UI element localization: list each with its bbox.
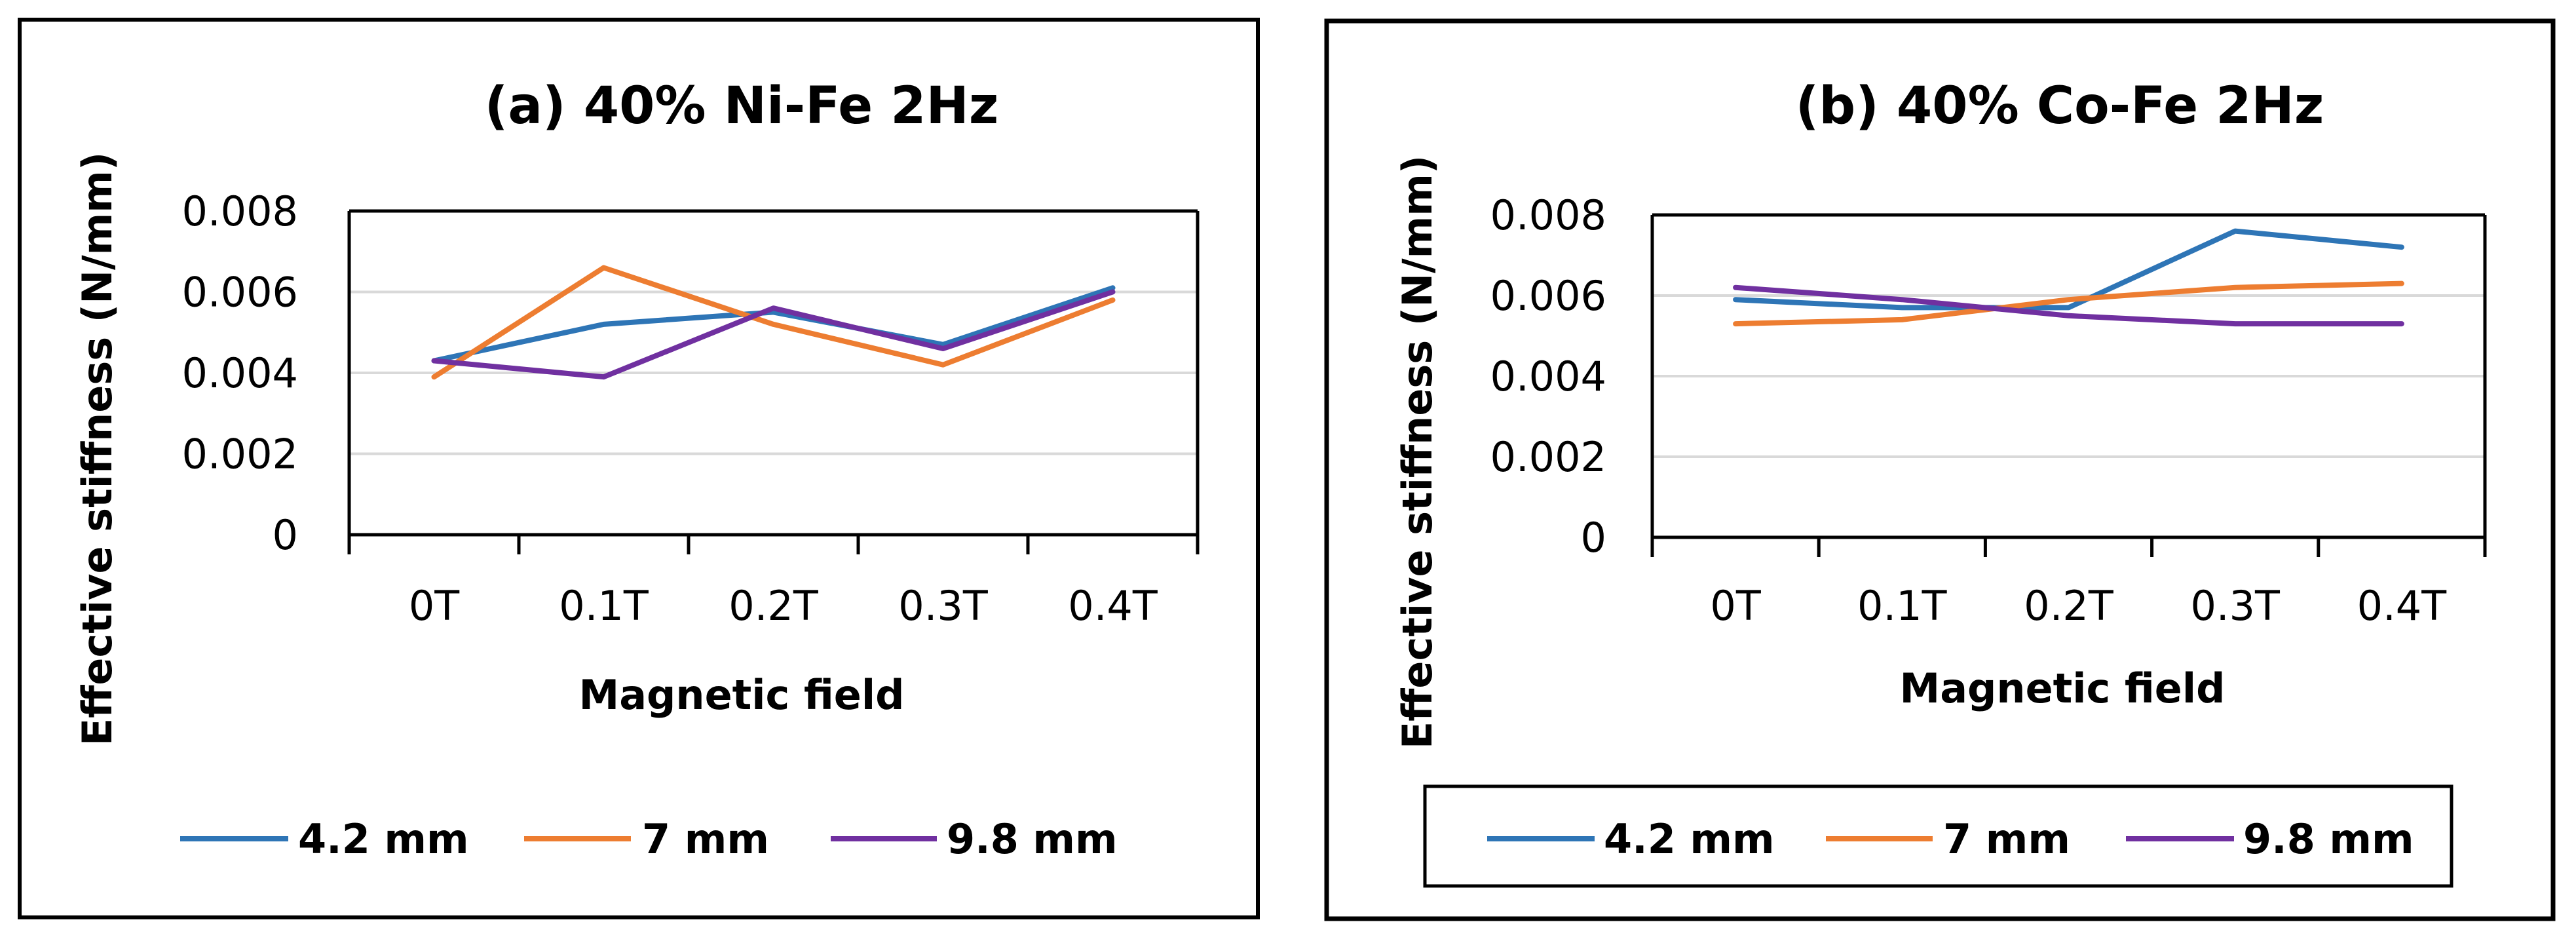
chart-b-xtick-label: 0.2T (2024, 582, 2114, 630)
chart-a-ytick-label: 0 (273, 511, 298, 559)
chart-a-xlabel: Magnetic field (579, 671, 905, 719)
chart-b-xtick-label: 0.1T (1857, 582, 1948, 630)
panel-b: (b) 40% Co-Fe 2Hz Effective stiffness (N… (1324, 18, 2556, 921)
chart-b-legend-box (1423, 784, 2453, 888)
chart-b-legend: 4.2 mm 7 mm 9.8 mm (1487, 815, 2414, 863)
chart-a-axes (347, 209, 1200, 554)
chart-b-ytick-label: 0.008 (1490, 191, 1607, 239)
chart-a-xtick-label: 0.2T (729, 582, 819, 630)
panel-a: (a) 40% Ni-Fe 2Hz Effective stiffness (N… (18, 18, 1260, 919)
chart-a-xtick-label: 0T (409, 582, 460, 630)
chart-b-xtick-label: 0.4T (2357, 582, 2448, 630)
chart-a-xtick-label: 0.3T (898, 582, 989, 630)
chart-b-ylabel: Effective stiffness (N/mm) (1393, 155, 1441, 749)
chart-b-series-line-1 (1733, 228, 2404, 311)
chart-b-series-line-2 (1733, 280, 2404, 327)
chart-b-axes (1650, 213, 2487, 557)
chart-a-legend-label-3: 9.8 mm (947, 815, 1118, 863)
chart-b-ytick-label: 0.002 (1490, 433, 1607, 481)
chart-a-xtick-label: 0.1T (559, 582, 649, 630)
chart-b-ytick-label: 0 (1581, 514, 1606, 562)
chart-a-series (431, 265, 1116, 380)
chart-a-title: (a) 40% Ni-Fe 2Hz (485, 77, 998, 136)
chart-b-xlabel: Magnetic field (1900, 664, 2226, 712)
chart-b-ytick-label: 0.006 (1490, 272, 1607, 320)
chart-b-title: (b) 40% Co-Fe 2Hz (1796, 77, 2324, 136)
chart-a-series-line-2 (431, 265, 1116, 380)
chart-b-series (1733, 228, 2404, 327)
panel-a-border (18, 18, 1260, 919)
chart-a-xtick-label: 0.4T (1068, 582, 1158, 630)
chart-b-xtick-label: 0.3T (2190, 582, 2281, 630)
chart-a-series-line-1 (431, 285, 1116, 364)
chart-b-tick-labels: 0 0.002 0.004 0.006 0.008 0T 0.1T 0.2T 0.3T 0.4T (1490, 191, 2448, 630)
chart-b-xtick-label: 0T (1710, 582, 1761, 630)
chart-a-series-line-3 (431, 289, 1116, 380)
chart-a-ytick-label: 0.006 (182, 269, 299, 317)
chart-a-ylabel: Effective stiffness (N/mm) (73, 152, 121, 746)
chart-b-legend-label-2: 7 mm (1943, 815, 2070, 863)
chart-a-legend-label-2: 7 mm (642, 815, 769, 863)
chart-b-series-line-3 (1733, 284, 2404, 327)
chart-a-ytick-label: 0.008 (182, 187, 299, 235)
chart-a-legend: 4.2 mm 7 mm 9.8 mm (180, 815, 1118, 863)
panel-b-border (1324, 18, 2556, 921)
chart-b-legend-label-1: 4.2 mm (1604, 815, 1775, 863)
chart-a-tick-labels: 0 0.002 0.004 0.006 0.008 0T 0.1T 0.2T 0.3T 0.4T (182, 187, 1158, 630)
chart-b-ytick-label: 0.004 (1490, 353, 1607, 400)
chart-b-legend-label-3: 9.8 mm (2243, 815, 2414, 863)
chart-a-ytick-label: 0.004 (182, 349, 299, 397)
chart-a-legend-label-1: 4.2 mm (298, 815, 469, 863)
chart-a-ytick-label: 0.002 (182, 431, 299, 478)
